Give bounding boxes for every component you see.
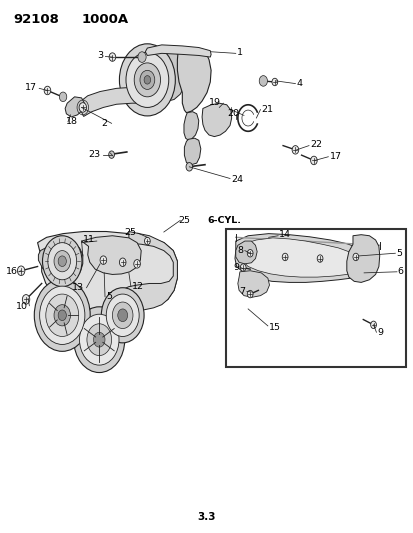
Text: 25: 25	[178, 216, 190, 225]
Text: 11: 11	[83, 236, 95, 245]
Text: 1000A: 1000A	[81, 13, 128, 26]
Circle shape	[34, 279, 90, 351]
Bar	[225, 229, 406, 367]
Circle shape	[93, 332, 105, 347]
Circle shape	[101, 288, 144, 343]
Text: 3: 3	[97, 51, 103, 60]
Text: 9: 9	[233, 263, 238, 272]
Polygon shape	[240, 238, 364, 277]
Circle shape	[48, 243, 76, 280]
Circle shape	[119, 258, 126, 266]
Text: 23: 23	[88, 150, 101, 159]
Text: 17: 17	[329, 152, 341, 161]
Text: 15: 15	[268, 323, 280, 332]
Polygon shape	[183, 112, 198, 140]
Circle shape	[117, 309, 127, 321]
Circle shape	[109, 151, 114, 158]
Circle shape	[310, 156, 316, 165]
Circle shape	[44, 86, 51, 95]
Circle shape	[100, 256, 107, 264]
Polygon shape	[113, 231, 177, 310]
Polygon shape	[65, 97, 84, 117]
Circle shape	[370, 321, 375, 328]
Text: 13: 13	[72, 283, 84, 292]
Text: 8: 8	[237, 246, 242, 255]
Polygon shape	[235, 241, 256, 264]
Circle shape	[138, 52, 146, 62]
Circle shape	[126, 52, 169, 108]
Text: 5: 5	[106, 292, 112, 301]
Text: 17: 17	[25, 83, 37, 92]
Polygon shape	[184, 138, 200, 165]
Polygon shape	[237, 271, 269, 297]
Circle shape	[54, 305, 70, 326]
Text: 24: 24	[231, 174, 243, 183]
Circle shape	[119, 44, 175, 116]
Circle shape	[46, 294, 78, 336]
Circle shape	[54, 251, 70, 272]
Text: 22: 22	[309, 140, 321, 149]
Text: 12: 12	[132, 282, 144, 291]
Text: 21: 21	[261, 104, 273, 114]
Text: 9: 9	[376, 328, 382, 337]
Polygon shape	[235, 233, 377, 282]
Text: 1: 1	[237, 48, 242, 57]
Circle shape	[59, 92, 66, 102]
Polygon shape	[145, 45, 211, 57]
Circle shape	[282, 253, 287, 261]
Polygon shape	[81, 236, 141, 274]
Text: 14: 14	[278, 230, 290, 239]
Circle shape	[133, 260, 140, 268]
Text: 20: 20	[227, 109, 239, 118]
Circle shape	[352, 253, 358, 261]
Polygon shape	[80, 87, 153, 116]
Circle shape	[247, 290, 252, 298]
Circle shape	[22, 295, 30, 304]
Circle shape	[259, 76, 267, 86]
Text: 2: 2	[101, 119, 107, 128]
Text: 6-CYL.: 6-CYL.	[206, 216, 240, 225]
Circle shape	[74, 307, 124, 373]
Text: 16: 16	[6, 268, 18, 276]
Text: 6: 6	[397, 268, 403, 276]
Text: 3.3: 3.3	[197, 512, 216, 522]
Circle shape	[134, 63, 160, 97]
Circle shape	[140, 70, 154, 90]
Text: 19: 19	[209, 98, 221, 107]
Circle shape	[87, 324, 112, 356]
Circle shape	[58, 256, 66, 266]
Circle shape	[79, 103, 86, 112]
Circle shape	[292, 146, 298, 154]
Circle shape	[271, 78, 277, 86]
Circle shape	[247, 249, 252, 257]
Circle shape	[112, 302, 133, 328]
Text: 25: 25	[124, 228, 136, 237]
Circle shape	[144, 237, 150, 245]
Circle shape	[109, 53, 115, 61]
Circle shape	[40, 286, 85, 344]
Circle shape	[17, 266, 25, 276]
Polygon shape	[152, 49, 185, 101]
Circle shape	[106, 294, 139, 336]
Circle shape	[43, 236, 82, 287]
Circle shape	[240, 264, 245, 271]
Text: 10: 10	[16, 302, 28, 311]
Polygon shape	[202, 103, 231, 136]
Polygon shape	[38, 243, 83, 279]
Circle shape	[144, 76, 150, 84]
Text: 18: 18	[66, 117, 78, 126]
Polygon shape	[38, 231, 177, 311]
Text: 5: 5	[395, 249, 401, 258]
Text: 92108: 92108	[14, 13, 59, 26]
Circle shape	[316, 255, 322, 262]
Polygon shape	[177, 48, 211, 113]
Circle shape	[185, 163, 192, 171]
Polygon shape	[346, 235, 379, 282]
Circle shape	[58, 310, 66, 320]
Text: 7: 7	[239, 287, 244, 296]
Circle shape	[79, 314, 119, 365]
Text: 4: 4	[296, 79, 302, 88]
